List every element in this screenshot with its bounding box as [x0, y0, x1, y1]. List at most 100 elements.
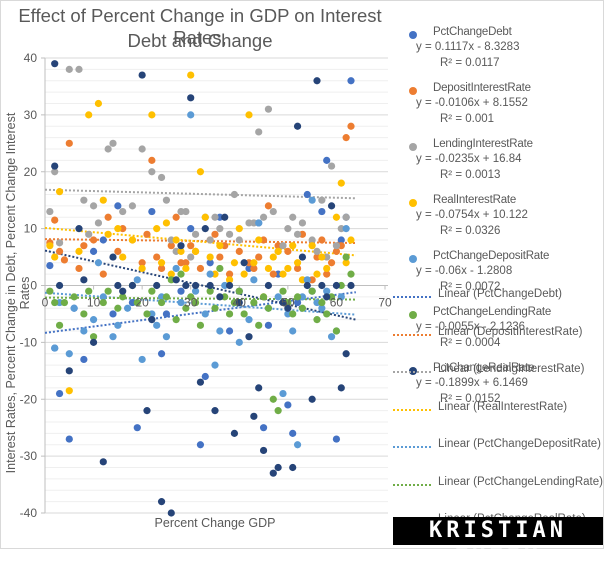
x-tick-label: 10 [87, 296, 101, 310]
legend-entry: PctChangeDepositRate y = -0.06x - 1.2808 R… [400, 250, 604, 306]
data-point-PctChangeRealRate [182, 281, 190, 290]
data-point-LendingInterestRate [191, 230, 200, 238]
data-point-RealInterestRate [94, 99, 103, 108]
data-point-PctChangeLendingRate [211, 304, 219, 312]
legend-series-name: PctChangeDepositRate [433, 250, 550, 262]
trendline-legend-label: Linear (LendingInterestRate) [438, 363, 585, 375]
data-point-PctChangeLendingRate [143, 310, 151, 318]
data-point-PctChangeRealRate [289, 463, 297, 472]
data-point-PctChangeRealRate [109, 253, 117, 261]
data-point-LendingInterestRate [187, 253, 195, 261]
data-point-PctChangeLendingRate [308, 287, 316, 295]
data-point-PctChangeRealRate [51, 60, 59, 68]
data-point-PctChangeDepositRate [99, 293, 107, 301]
data-point-PctChangeLendingRate [264, 304, 273, 312]
data-point-PctChangeDebt [225, 327, 234, 335]
data-point-PctChangeRealRate [172, 276, 180, 284]
data-point-PctChangeLendingRate [114, 304, 122, 312]
data-point-PctChangeDebt [323, 156, 331, 164]
data-point-DepositInterestRate [250, 264, 258, 273]
data-point-PctChangeLendingRate [216, 264, 224, 273]
data-point-LendingInterestRate [138, 145, 146, 153]
data-point-DepositInterestRate [323, 270, 331, 278]
legend-entry: RealInterestRate y = -0.0754x + 10.122 R² … [400, 194, 604, 250]
data-point-LendingInterestRate [55, 239, 64, 247]
data-point-PctChangeDebt [109, 310, 117, 318]
data-point-PctChangeLendingRate [250, 298, 258, 307]
data-point-PctChangeRealRate [196, 378, 205, 386]
legend-entry: LendingInterestRate y = -0.0235x + 16.84 R… [400, 138, 604, 194]
x-tick-label: 40 [233, 296, 247, 310]
data-point-PctChangeRealRate [114, 281, 122, 290]
data-point-LendingInterestRate [332, 242, 341, 250]
data-point-PctChangeLendingRate [85, 287, 93, 295]
data-point-RealInterestRate [182, 264, 190, 273]
dotted-line-icon [393, 333, 431, 336]
data-point-RealInterestRate [157, 259, 166, 267]
data-point-PctChangeRealRate [293, 122, 302, 130]
data-point-LendingInterestRate [128, 202, 137, 210]
data-point-DepositInterestRate [99, 270, 107, 278]
data-point-PctChangeRealRate [245, 333, 253, 341]
data-point-RealInterestRate [177, 247, 185, 255]
data-point-LendingInterestRate [279, 242, 287, 250]
data-point-PctChangeDepositRate [318, 304, 326, 312]
data-point-PctChangeDepositRate [206, 270, 214, 278]
data-point-PctChangeRealRate [153, 281, 161, 290]
data-point-LendingInterestRate [342, 213, 350, 221]
legend-entry: PctChangeDebt y = 0.1117x - 8.3283 R² = 0.… [400, 26, 604, 82]
data-point-LendingInterestRate [225, 230, 234, 238]
data-point-PctChangeLendingRate [206, 287, 214, 295]
legend-equation: y = -0.0235x + 16.84 [416, 153, 522, 165]
data-point-RealInterestRate [99, 196, 107, 204]
watermark: KRISTIAN ZUZEK [393, 517, 603, 571]
data-point-RealInterestRate [153, 225, 161, 233]
data-point-PctChangeLendingRate [60, 298, 69, 307]
legend-series-name: PctChangeLendingRate [433, 306, 552, 318]
data-point-PctChangeDebt [206, 259, 214, 267]
data-point-PctChangeLendingRate [99, 298, 107, 307]
data-point-LendingInterestRate [119, 207, 127, 216]
data-point-PctChangeDebt [318, 207, 326, 216]
data-point-PctChangeDepositRate [235, 338, 243, 346]
data-point-DepositInterestRate [138, 259, 146, 267]
data-point-DepositInterestRate [196, 264, 205, 273]
data-point-PctChangeRealRate [143, 407, 151, 415]
data-point-DepositInterestRate [89, 236, 98, 244]
legend-marker-icon [409, 255, 417, 263]
data-point-LendingInterestRate [255, 128, 263, 136]
data-point-PctChangeRealRate [332, 281, 341, 290]
data-point-PctChangeLendingRate [318, 298, 326, 307]
data-point-LendingInterestRate [206, 236, 214, 244]
data-point-PctChangeRealRate [89, 338, 98, 346]
y-tick-label: 10 [24, 222, 38, 236]
data-point-PctChangeRealRate [284, 304, 292, 312]
data-point-RealInterestRate [235, 225, 243, 233]
dotted-line-icon [393, 371, 431, 373]
legend-equation: y = -0.0754x + 10.122 [416, 209, 528, 221]
data-point-LendingInterestRate [80, 196, 88, 204]
data-point-RealInterestRate [85, 111, 93, 119]
data-point-PctChangeRealRate [157, 498, 166, 506]
data-point-RealInterestRate [167, 270, 175, 278]
trendline-legend-label: Linear (PctChangeDepositRate) [438, 438, 602, 450]
data-point-PctChangeLendingRate [269, 395, 277, 403]
data-point-PctChangeDebt [177, 287, 185, 295]
data-point-PctChangeRealRate [167, 509, 175, 517]
data-point-PctChangeLendingRate [235, 287, 243, 295]
data-point-PctChangeLendingRate [46, 287, 54, 295]
data-point-DepositInterestRate [51, 216, 59, 224]
data-point-PctChangeRealRate [221, 213, 229, 221]
data-point-LendingInterestRate [318, 196, 326, 204]
data-point-LendingInterestRate [235, 236, 243, 244]
data-point-DepositInterestRate [182, 259, 190, 267]
data-point-LendingInterestRate [216, 225, 224, 233]
data-point-PctChangeLendingRate [55, 321, 64, 329]
tick-label-layer: -40 -30 -20 -10 0 10 20 30 40 0 10 20 30 40 50 60 70 [20, 51, 392, 520]
data-point-PctChangeDepositRate [109, 333, 117, 341]
data-point-PctChangeRealRate [55, 281, 64, 290]
data-point-RealInterestRate [293, 259, 302, 267]
y-tick-label: 20 [24, 165, 38, 179]
data-point-RealInterestRate [264, 264, 273, 273]
data-point-RealInterestRate [104, 230, 112, 238]
